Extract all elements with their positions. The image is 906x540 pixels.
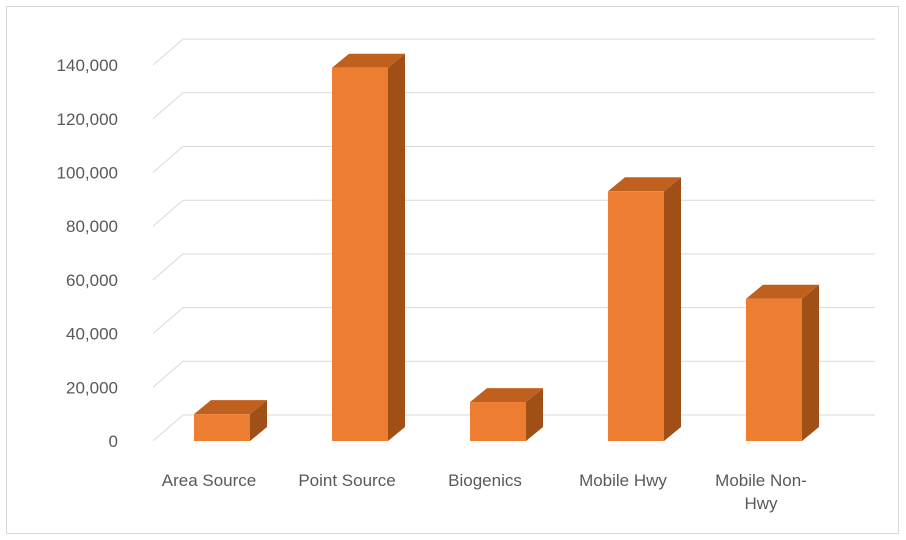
x-tick-label: Hwy: [744, 494, 778, 513]
chart-frame: [6, 6, 899, 534]
bar: [608, 191, 664, 441]
y-tick-label: 60,000: [66, 271, 118, 290]
y-tick-label: 100,000: [57, 164, 118, 183]
y-tick-label: 120,000: [57, 110, 118, 129]
x-tick-label: Mobile Hwy: [579, 471, 667, 490]
y-tick-label: 140,000: [57, 56, 118, 75]
y-tick-label: 0: [109, 432, 118, 451]
y-tick-label: 20,000: [66, 378, 118, 397]
bar: [746, 298, 802, 441]
x-tick-label: Biogenics: [448, 471, 522, 490]
x-tick-label: Point Source: [298, 471, 395, 490]
gridline: [152, 92, 875, 120]
bar-side: [802, 284, 819, 441]
bar-top: [470, 388, 543, 403]
bar-top: [194, 400, 267, 415]
y-tick-label: 40,000: [66, 325, 118, 344]
y-tick-label: 80,000: [66, 217, 118, 236]
bar-side: [526, 388, 543, 441]
x-tick-label: Mobile Non-: [715, 471, 807, 490]
bar-side: [388, 53, 405, 441]
gridline: [152, 146, 875, 173]
gridline: [152, 38, 875, 66]
bar-top: [332, 53, 405, 68]
bar-top: [608, 177, 681, 192]
bar: [332, 67, 388, 441]
gridline: [152, 199, 875, 227]
bar-top: [746, 284, 819, 299]
bar-side: [664, 177, 681, 442]
bar-side: [250, 400, 267, 441]
x-tick-label: Area Source: [162, 471, 257, 490]
bar: [470, 402, 526, 441]
gridline: [152, 253, 875, 281]
bar: [194, 414, 250, 441]
